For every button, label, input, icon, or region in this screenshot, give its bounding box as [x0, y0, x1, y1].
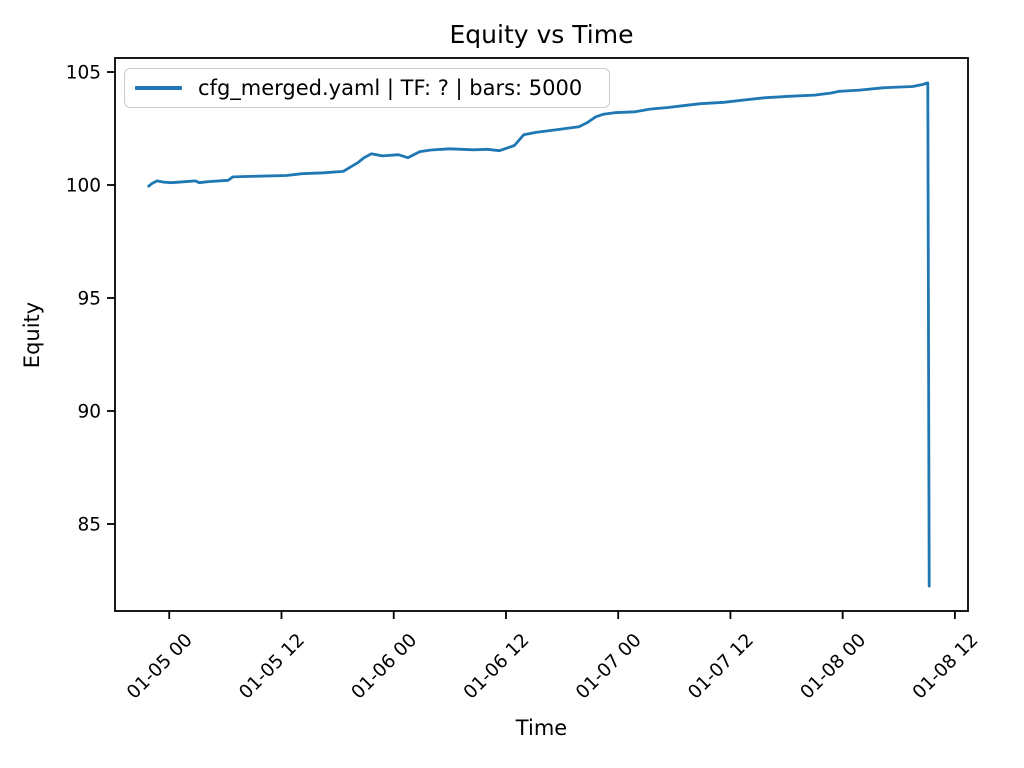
x-tick-label: 01-06 12 — [460, 630, 534, 704]
y-tick-label: 90 — [77, 401, 101, 422]
x-tick-label: 01-07 00 — [572, 630, 646, 704]
x-tick-label: 01-06 00 — [348, 630, 422, 704]
y-tick-label: 85 — [77, 514, 101, 535]
equity-line — [147, 81, 931, 588]
x-tick-label: 01-08 00 — [797, 630, 871, 704]
plot-border — [114, 57, 969, 612]
chart-title: Equity vs Time — [449, 20, 634, 49]
y-tick-label: 105 — [66, 63, 101, 84]
y-tick-label: 95 — [77, 289, 101, 310]
x-tick-label: 01-08 12 — [909, 630, 983, 704]
legend: cfg_merged.yaml | TF: ? | bars: 5000 — [124, 68, 610, 108]
x-tick-label: 01-07 12 — [684, 630, 758, 704]
legend-label: cfg_merged.yaml | TF: ? | bars: 5000 — [198, 76, 583, 100]
y-tick-label: 100 — [66, 176, 101, 197]
x-axis-label: Time — [515, 716, 568, 740]
y-axis-label: Equity — [20, 301, 44, 369]
x-tick-label: 01-05 12 — [235, 630, 309, 704]
legend-line-sample — [135, 86, 182, 90]
x-tick-label: 01-05 00 — [123, 630, 197, 704]
